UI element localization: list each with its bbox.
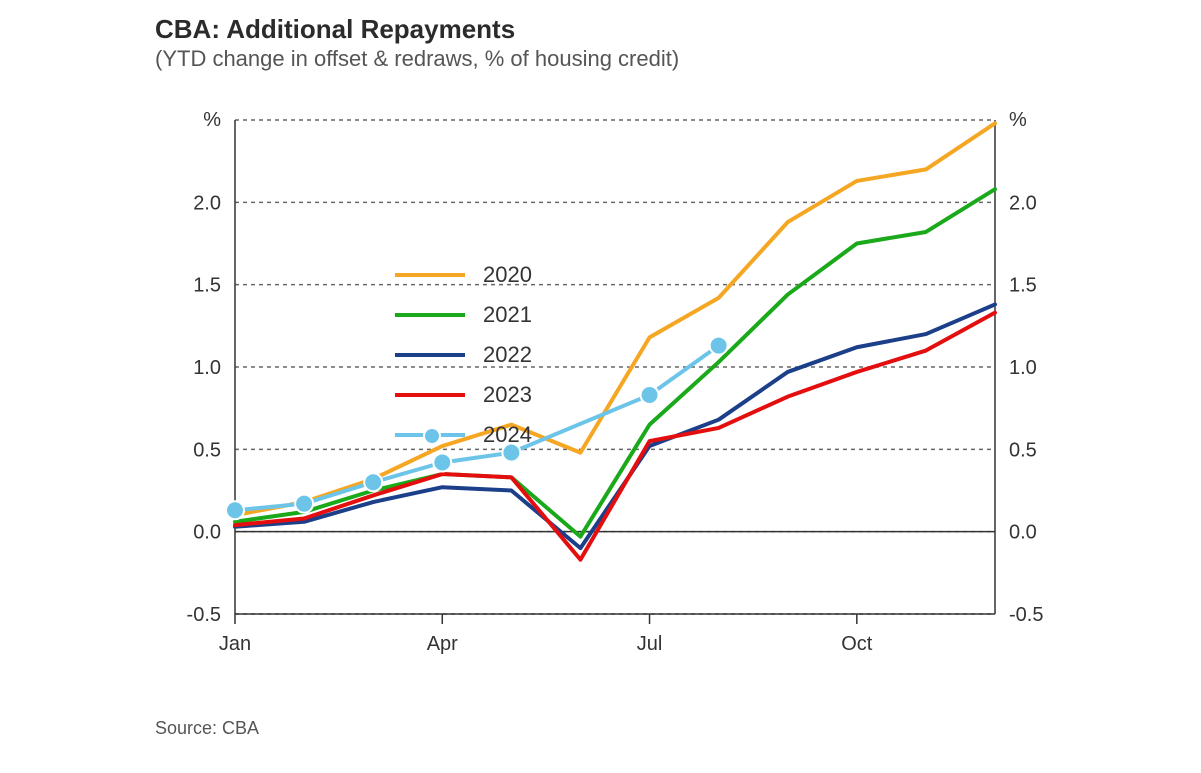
svg-text:%: % <box>1009 109 1027 131</box>
svg-text:%: % <box>203 109 221 131</box>
legend-item: 2021 <box>395 295 532 335</box>
svg-text:2.0: 2.0 <box>193 192 221 214</box>
legend-label: 2023 <box>483 382 532 408</box>
legend: 2020 2021 2022 2023 2024 <box>395 255 532 455</box>
svg-text:0.5: 0.5 <box>1009 439 1037 461</box>
legend-swatch <box>395 393 465 397</box>
legend-label: 2020 <box>483 262 532 288</box>
svg-text:1.5: 1.5 <box>193 275 221 297</box>
svg-text:1.0: 1.0 <box>193 357 221 379</box>
legend-swatch <box>395 273 465 277</box>
legend-label: 2024 <box>483 422 532 448</box>
legend-label: 2021 <box>483 302 532 328</box>
svg-text:1.0: 1.0 <box>1009 357 1037 379</box>
legend-item: 2022 <box>395 335 532 375</box>
svg-text:-0.5: -0.5 <box>187 604 221 626</box>
legend-item: 2024 <box>395 415 532 455</box>
svg-text:0.0: 0.0 <box>193 522 221 544</box>
legend-swatch <box>395 353 465 357</box>
legend-swatch <box>395 313 465 317</box>
line-chart: Jan Apr Jul Oct -0.5 0.0 0.5 1.0 1.5 2.0 -0.5 0.0 0.… <box>155 84 1075 704</box>
svg-text:2.0: 2.0 <box>1009 192 1037 214</box>
legend-item: 2020 <box>395 255 532 295</box>
svg-text:0.5: 0.5 <box>193 439 221 461</box>
svg-text:Jul: Jul <box>637 633 663 655</box>
svg-text:-0.5: -0.5 <box>1009 604 1043 626</box>
svg-text:Apr: Apr <box>427 633 458 655</box>
svg-text:Jan: Jan <box>219 633 251 655</box>
legend-label: 2022 <box>483 342 532 368</box>
chart-subtitle: (YTD change in offset & redraws, % of ho… <box>155 46 679 72</box>
chart-source: Source: CBA <box>155 718 259 739</box>
svg-text:0.0: 0.0 <box>1009 522 1037 544</box>
legend-swatch <box>395 433 465 437</box>
legend-item: 2023 <box>395 375 532 415</box>
svg-text:1.5: 1.5 <box>1009 275 1037 297</box>
chart-container: CBA: Additional Repayments (YTD change i… <box>0 0 1201 773</box>
svg-text:Oct: Oct <box>841 633 873 655</box>
chart-title: CBA: Additional Repayments <box>155 14 515 45</box>
